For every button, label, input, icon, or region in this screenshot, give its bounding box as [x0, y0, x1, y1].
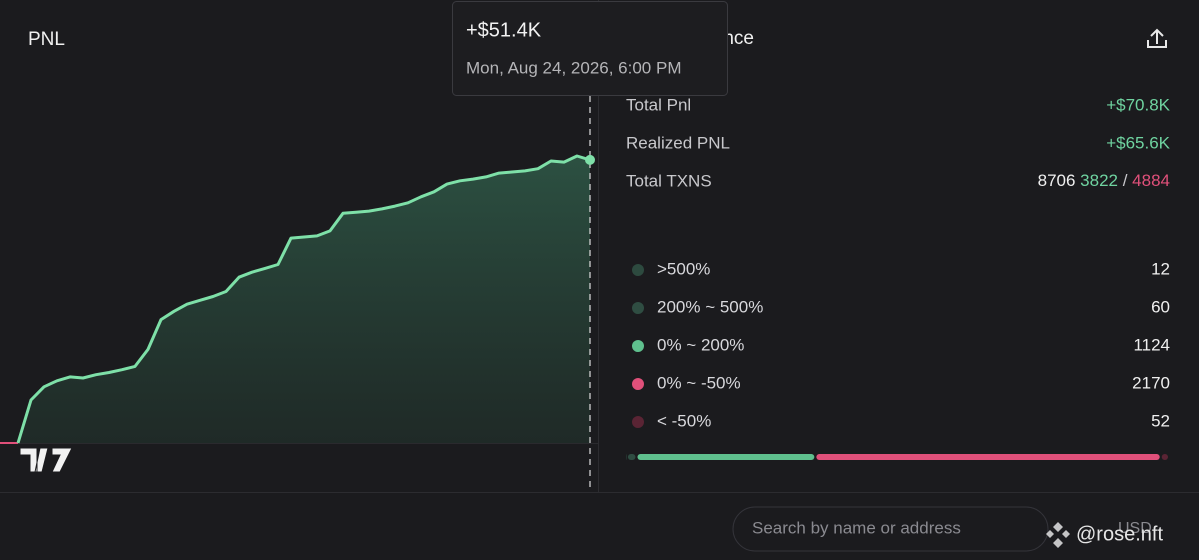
- bucket-label: 200% ~ 500%: [657, 297, 763, 316]
- tooltip-box: [452, 1, 728, 96]
- chart: [0, 96, 595, 490]
- watermark: @rose.nft: [1076, 523, 1163, 545]
- pnl-line: [16, 154, 591, 444]
- stat-value: +$65.6K: [1106, 133, 1170, 152]
- tooltip-date: Mon, Aug 24, 2026, 6:00 PM: [466, 58, 681, 77]
- stat-label: Realized PNL: [626, 133, 730, 152]
- distribution-bar: [627, 454, 636, 460]
- distribution-bar: [816, 454, 1160, 460]
- chart-title: PNL: [28, 29, 65, 50]
- bucket-count: 2170: [1132, 373, 1170, 392]
- search-placeholder: Search by name or address: [752, 518, 961, 537]
- watermark-icon: [1046, 522, 1070, 548]
- stat-label: Total Pnl: [626, 95, 691, 114]
- area-fill: [18, 156, 590, 443]
- bucket-label: >500%: [657, 259, 710, 278]
- distribution-bar: [1161, 454, 1168, 460]
- stat-value: +$70.8K: [1106, 95, 1170, 114]
- bucket-count: 60: [1151, 297, 1170, 316]
- panel: Total Pnl +$70.8K Realized PNL +$65.6K Total…: [626, 95, 1171, 460]
- legend-dot: [632, 302, 644, 314]
- txns-buys: 3822: [1075, 171, 1118, 190]
- legend-dot: [632, 264, 644, 276]
- txns-values: 8706 3822 / 4884: [1038, 171, 1170, 190]
- tooltip-value: +$51.4K: [466, 19, 542, 41]
- stat-label: Total TXNS: [626, 171, 712, 190]
- legend-dot: [632, 416, 644, 428]
- logo: [19, 447, 73, 473]
- distribution-bar: [637, 454, 815, 460]
- distribution-bar: [626, 454, 627, 460]
- bucket-count: 12: [1151, 259, 1170, 278]
- search-input[interactable]: [732, 506, 1049, 552]
- hover-point: [585, 154, 595, 165]
- search[interactable]: Search by name or address: [732, 506, 1049, 552]
- txns-total: 8706: [1038, 171, 1076, 190]
- export-icon[interactable]: [1147, 28, 1167, 48]
- currency[interactable]: USD: [1118, 520, 1152, 537]
- legend-dot: [632, 378, 644, 390]
- txns-separator: /: [1118, 171, 1128, 190]
- tooltip: +$51.4K Mon, Aug 24, 2026, 6:00 PM: [452, 1, 728, 96]
- bucket-label: 0% ~ 200%: [657, 335, 744, 354]
- bucket-label: 0% ~ -50%: [657, 373, 741, 392]
- bucket-count: 52: [1151, 411, 1170, 430]
- legend-dot: [632, 340, 644, 352]
- bucket-count: 1124: [1133, 335, 1170, 354]
- bucket-label: < -50%: [657, 411, 711, 430]
- txns-sells: 4884: [1127, 171, 1170, 190]
